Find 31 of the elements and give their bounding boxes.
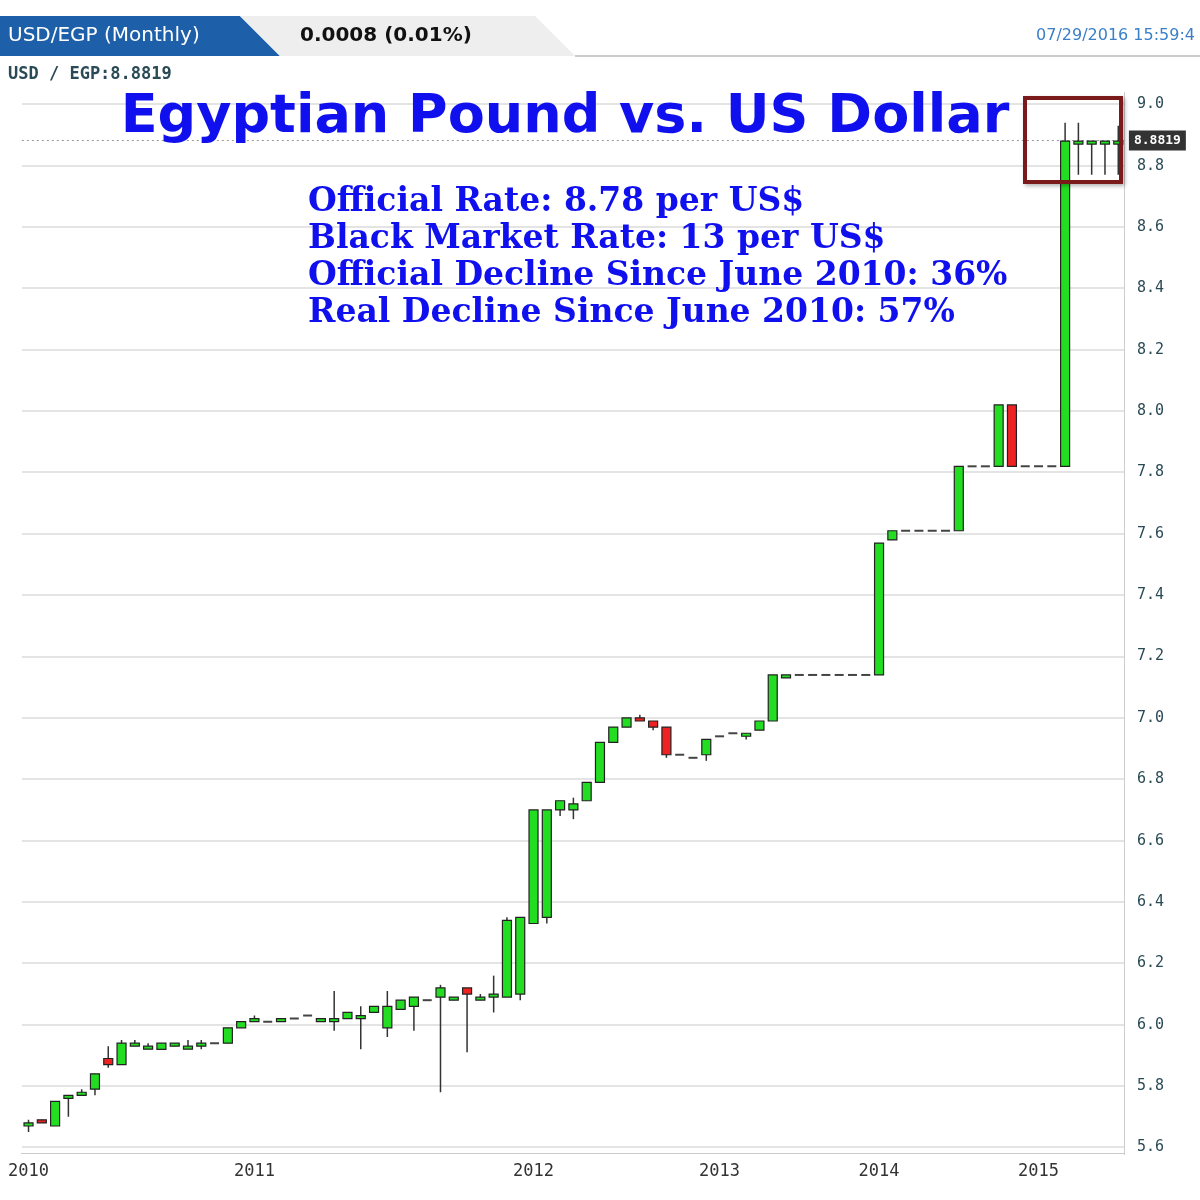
y-tick-label: 5.6 (1136, 1137, 1164, 1156)
x-tick-label: 2014 (858, 1160, 900, 1181)
annotation: Official Rate: 8.78 per US$ (308, 179, 805, 219)
y-tick-label: 7.2 (1136, 646, 1164, 665)
y-tick-label: 8.0 (1136, 400, 1164, 419)
x-tick-label: 2013 (699, 1160, 741, 1181)
y-tick-label: 6.0 (1136, 1014, 1164, 1033)
x-tick-label: 2015 (1018, 1160, 1059, 1181)
y-tick-label: 7.0 (1136, 707, 1164, 726)
y-tick-label: 8.2 (1136, 339, 1164, 358)
y-tick-label: 6.8 (1136, 769, 1164, 788)
y-tick-label: 5.8 (1136, 1075, 1164, 1094)
x-tick-label: 2012 (513, 1160, 554, 1181)
y-tick-label: 7.6 (1136, 523, 1164, 542)
x-tick-label: 2010 (8, 1160, 49, 1181)
y-tick-label: 6.6 (1136, 830, 1164, 849)
y-tick-label: 6.4 (1136, 891, 1164, 910)
y-tick-label: 9.0 (1136, 94, 1164, 113)
text: USD/EGP (Monthly) (8, 22, 200, 47)
y-tick-label: 8.6 (1136, 216, 1164, 235)
text: 0.0008 (0.01%) (300, 22, 472, 47)
y-tick-label: 6.2 (1136, 953, 1164, 972)
x-tick-label: 2011 (233, 1160, 275, 1181)
chart-title: Egyptian Pound vs. US Dollar (120, 82, 1010, 146)
text: 07/29/2016 15:59:4 (1036, 25, 1195, 45)
y-tick-label: 8.8 (1136, 155, 1164, 174)
y-tick-label: 7.4 (1136, 585, 1164, 604)
y-tick-label: 7.8 (1136, 462, 1164, 481)
text: USD / EGP:8.8819 (8, 63, 172, 84)
y-tick-label: 8.4 (1136, 278, 1164, 297)
ref-line-label: 8.8819 (1133, 131, 1181, 147)
